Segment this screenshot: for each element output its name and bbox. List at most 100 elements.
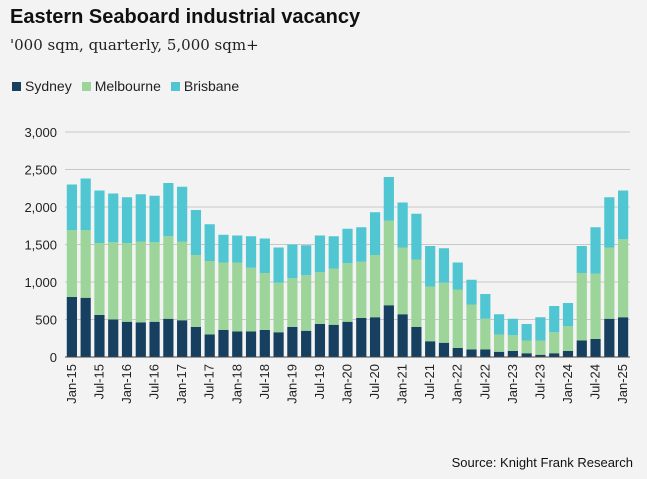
bar-brisbane [245,236,257,268]
y-tick-label: 2,000 [24,200,57,215]
bar-brisbane [108,193,119,243]
bar-brisbane [397,202,408,248]
x-tick-label: Jan-22 [450,364,465,404]
x-tick-label: Jan-19 [284,364,299,404]
bar-sydney [94,315,105,357]
bar-brisbane [121,197,133,243]
bar-sydney [149,321,160,357]
bar-brisbane [411,213,422,260]
bar-melbourne [425,286,436,342]
bar-melbourne [301,275,312,331]
y-tick-label: 2,500 [24,163,57,178]
bar-melbourne [232,262,243,332]
y-tick-label: 500 [35,313,57,328]
x-tick-label: Jan-15 [64,364,79,404]
bar-brisbane [301,245,312,276]
bar-sydney [549,353,560,357]
legend-swatch-sydney [12,81,21,91]
bar-brisbane [314,235,326,273]
bar-melbourne [135,241,146,323]
legend-label-melbourne: Melbourne [94,78,161,94]
bar-sydney [562,351,574,357]
bar-brisbane [493,314,505,335]
source-note: Source: Knight Frank Research [451,455,633,470]
bar-sydney [301,330,312,357]
legend-item-sydney: Sydney [12,78,72,94]
bar-sydney [80,297,91,357]
bar-sydney [480,349,491,357]
bar-melbourne [342,263,353,322]
bar-sydney [369,317,381,357]
bar-melbourne [562,326,574,351]
bar-sydney [452,348,463,357]
y-tick-label: 3,000 [24,125,57,140]
bar-sydney [218,330,229,357]
bar-brisbane [480,294,491,319]
bar-melbourne [618,239,629,318]
bar-sydney [273,332,284,357]
bar-sydney [108,319,119,357]
bar-melbourne [452,289,463,348]
bar-brisbane [466,279,477,305]
bar-sydney [425,341,436,357]
bar-sydney [342,321,353,357]
bar-melbourne [507,335,518,351]
bar-sydney [618,317,629,357]
bar-sydney [576,340,587,357]
bar-brisbane [521,324,532,341]
bar-brisbane [80,178,91,231]
x-tick-label: Jul-19 [312,364,327,399]
bar-sydney [163,318,174,357]
bar-melbourne [356,261,367,318]
bar-sydney [521,353,532,357]
bar-sydney [204,334,215,357]
bar-melbourne [328,268,339,325]
bar-melbourne [576,273,587,341]
bar-brisbane [535,317,546,341]
x-tick-label: Jan-20 [340,364,355,404]
bar-brisbane [342,228,353,264]
bar-sydney [259,330,270,357]
x-tick-label: Jan-17 [174,364,189,404]
bar-brisbane [190,210,202,255]
bar-brisbane [204,224,215,261]
bar-sydney [383,305,394,357]
bar-melbourne [108,242,119,320]
bar-melbourne [218,262,229,330]
bar-melbourne [549,332,560,354]
bar-brisbane [94,190,105,243]
y-tick-label: 0 [50,350,57,365]
bar-sydney [411,327,422,357]
x-tick-label: Jul-16 [147,364,162,399]
bar-brisbane [149,195,160,243]
x-tick-label: Jul-17 [202,364,217,399]
bar-melbourne [604,247,615,319]
x-tick-label: Jan-18 [229,364,244,404]
bar-melbourne [204,261,215,335]
legend-item-brisbane: Brisbane [170,78,239,94]
bar-melbourne [245,267,257,332]
bar-brisbane [66,184,77,231]
bar-melbourne [273,282,284,333]
bar-brisbane [590,227,601,274]
legend-swatch-melbourne [81,81,91,91]
x-tick-label: Jul-18 [257,364,272,399]
bar-sydney [66,297,77,357]
bar-melbourne [177,241,188,321]
bar-sydney [493,351,505,357]
bar-brisbane [259,238,270,273]
bar-melbourne [287,278,298,327]
legend: Sydney Melbourne Brisbane [12,78,249,94]
bar-sydney [507,351,518,357]
bar-melbourne [190,255,202,327]
bar-brisbane [273,247,284,283]
legend-label-sydney: Sydney [25,78,72,94]
bar-melbourne [535,340,546,355]
bar-sydney [604,318,615,357]
x-tick-label: Jul-22 [477,364,492,399]
bar-sydney [590,339,601,357]
legend-item-melbourne: Melbourne [81,78,161,94]
bar-melbourne [80,230,91,298]
bar-melbourne [521,340,532,354]
